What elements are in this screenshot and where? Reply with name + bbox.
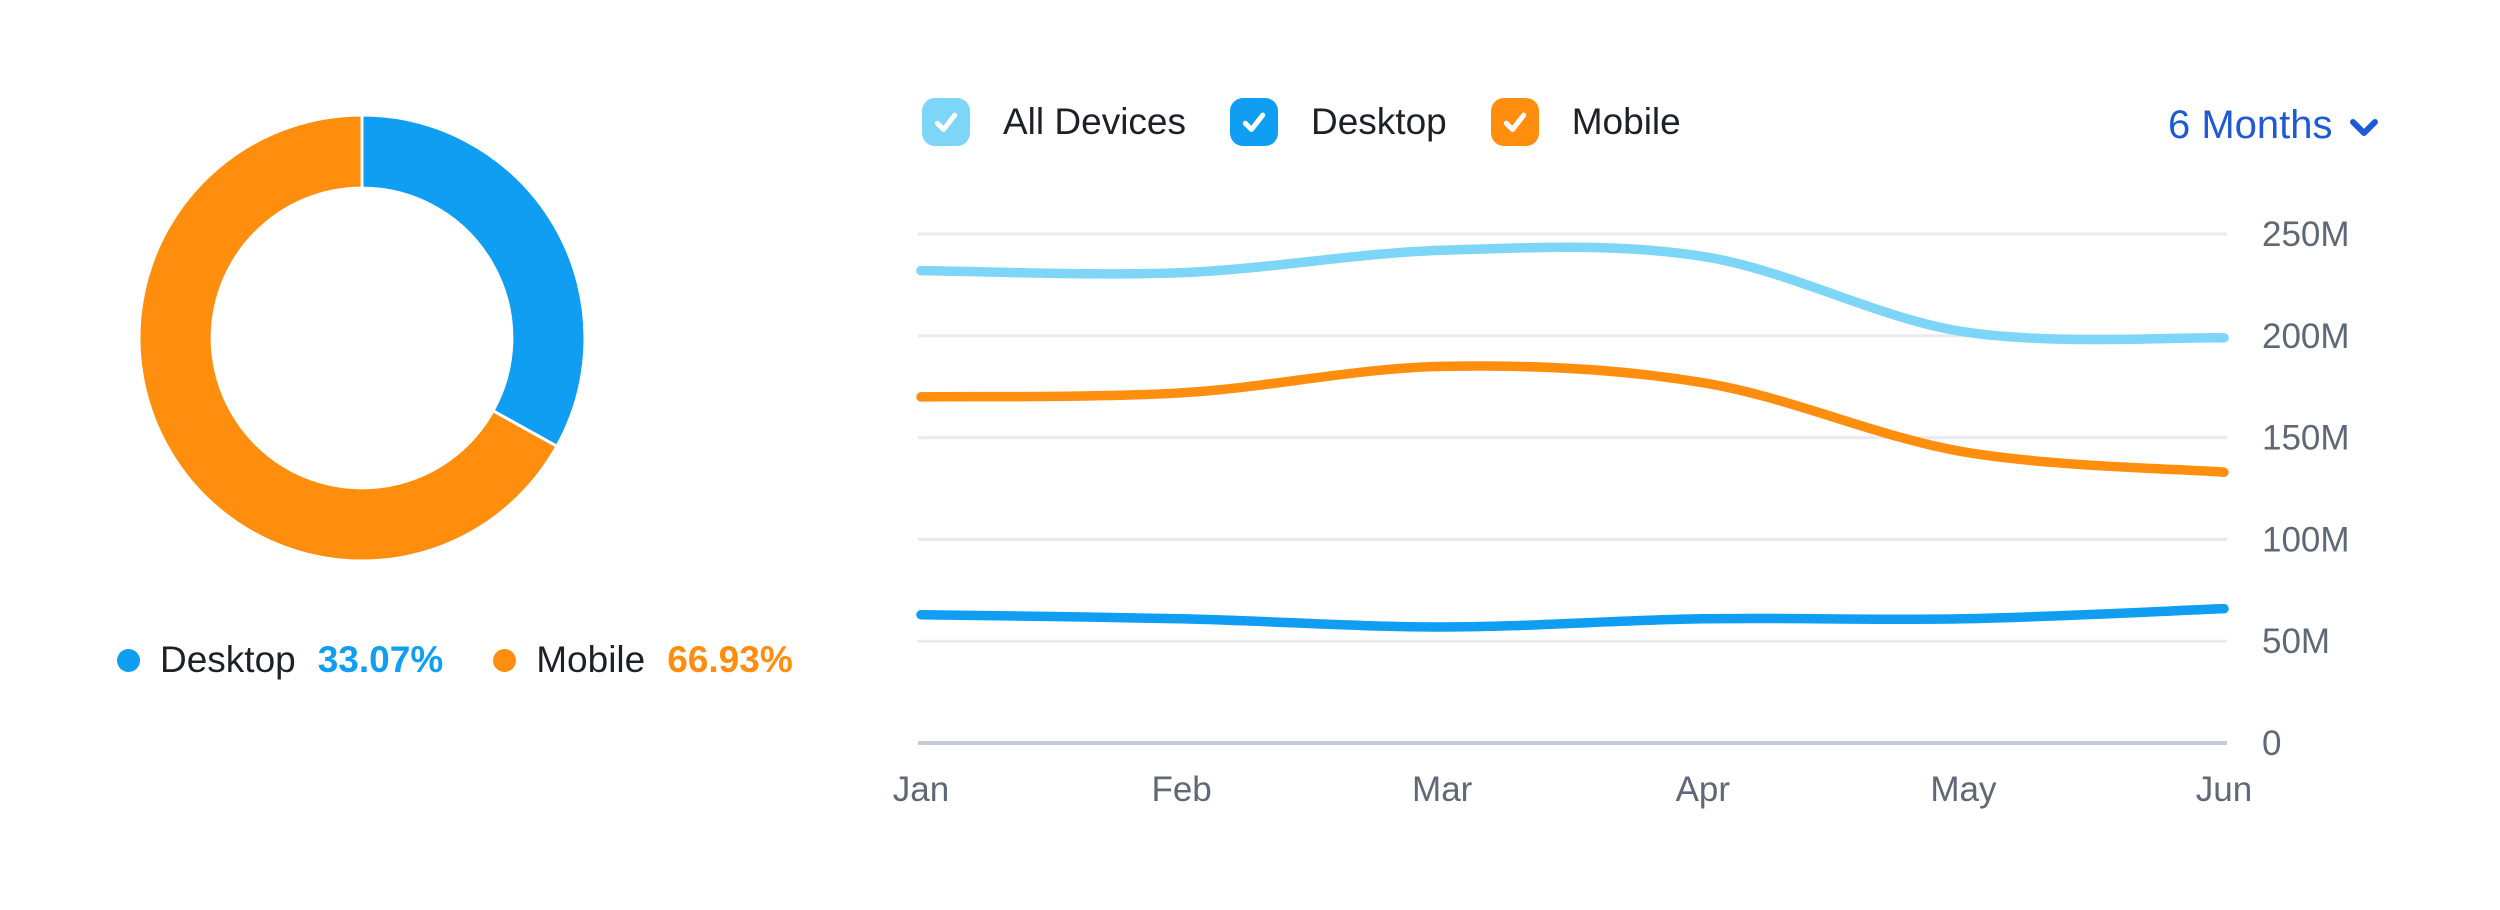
mobile-checkbox[interactable] <box>1490 98 1539 146</box>
y-tick-label: 50M <box>2262 622 2330 661</box>
toggle-label: Desktop <box>1311 101 1447 142</box>
y-tick-label: 150M <box>2262 419 2350 458</box>
y-tick-label: 0 <box>2262 724 2281 763</box>
period-selector[interactable]: 6 Months <box>2168 99 2380 151</box>
toggle-all-devices[interactable]: All Devices <box>922 98 1186 146</box>
donut-legend-label: Desktop <box>160 639 296 680</box>
all-devices-checkbox[interactable] <box>922 98 970 146</box>
series-line-desktop <box>916 603 2229 632</box>
checkmark-icon <box>934 112 958 132</box>
donut-legend-value: 33.07% <box>317 639 444 680</box>
x-tick-label: May <box>1930 770 1997 809</box>
series-line-all-devices <box>916 242 2229 345</box>
y-tick-label: 100M <box>2262 520 2350 559</box>
checkmark-icon <box>1503 112 1526 132</box>
x-tick-label: Feb <box>1151 770 1211 809</box>
mobile-dot-icon <box>493 648 517 672</box>
x-tick-label: Apr <box>1676 770 1731 809</box>
device-share-donut-chart <box>139 115 585 561</box>
checkmark-icon <box>1242 112 1266 132</box>
donut-legend-value: 66.93% <box>667 639 793 680</box>
device-toggle-row: All Devices Desktop Mobile <box>922 96 1725 148</box>
donut-slice-mobile <box>139 115 559 561</box>
toggle-label: Mobile <box>1571 101 1681 142</box>
donut-legend-item-desktop: Desktop 33.07% <box>117 639 443 681</box>
y-tick-label: 200M <box>2262 317 2350 356</box>
donut-legend-item-mobile: Mobile 66.93% <box>493 639 793 681</box>
desktop-checkbox[interactable] <box>1230 98 1278 146</box>
donut-slice-desktop <box>360 115 585 449</box>
period-selector-label: 6 Months <box>2168 102 2333 147</box>
donut-legend-label: Mobile <box>536 639 646 680</box>
desktop-dot-icon <box>117 648 140 672</box>
donut-legend: Desktop 33.07% Mobile 66.93% <box>117 636 793 684</box>
toggle-label: All Devices <box>1003 101 1186 142</box>
y-tick-label: 250M <box>2262 215 2350 254</box>
toggle-mobile[interactable]: Mobile <box>1490 98 1681 146</box>
series-line-mobile <box>916 361 2229 477</box>
x-tick-label: Mar <box>1412 770 1473 809</box>
x-tick-label: Jun <box>2196 770 2252 809</box>
x-tick-label: Jan <box>893 770 949 809</box>
toggle-desktop[interactable]: Desktop <box>1230 98 1447 146</box>
chevron-down-icon <box>2349 119 2378 136</box>
